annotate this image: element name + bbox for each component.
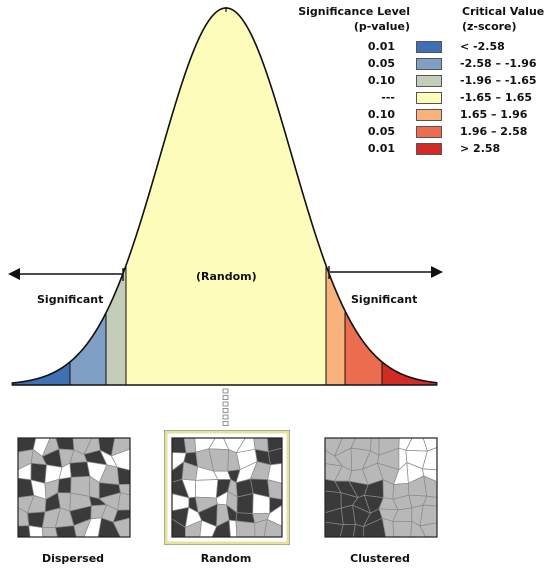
- legend-swatch: [416, 75, 442, 87]
- legend-p-value: ---: [381, 91, 395, 104]
- legend-p-value: 0.05: [367, 125, 395, 138]
- curve-region-3: [125, 7, 327, 386]
- legend-swatch: [416, 58, 442, 70]
- map-polygon: [57, 476, 72, 494]
- map-polygon: [28, 525, 44, 538]
- critical-header-line2: (z-score): [462, 20, 517, 33]
- curve-region-4: [325, 265, 346, 386]
- map-polygon: [352, 523, 364, 538]
- dotted-connector: [222, 388, 229, 426]
- legend-z-score: 1.96 – 2.58: [460, 125, 528, 138]
- thumbnail-border: [171, 437, 283, 538]
- significance-header-line2: (p-value): [353, 20, 410, 33]
- connector-dot: [222, 395, 229, 400]
- dispersed-pattern-thumbnail: [17, 437, 131, 538]
- clustered-caption: Clustered: [350, 552, 410, 565]
- map-polygon: [392, 520, 413, 538]
- significance-header: Significance Level (p-value): [286, 4, 410, 34]
- map-polygon: [171, 437, 187, 454]
- legend-p-value: 0.01: [367, 142, 395, 155]
- thumbnail-border: [17, 437, 131, 538]
- right-significant-label: Significant: [351, 293, 418, 306]
- legend-p-value: 0.10: [367, 108, 395, 121]
- connector-dot: [222, 421, 229, 426]
- selected-frame: [164, 430, 290, 545]
- map-polygon: [116, 466, 131, 485]
- connector-dot: [222, 401, 229, 407]
- legend-z-score: -2.58 – -1.96: [460, 57, 537, 70]
- connector-dot: [222, 408, 229, 413]
- legend-swatch: [416, 92, 442, 104]
- legend-z-score: -1.96 – -1.65: [460, 74, 537, 87]
- map-polygon: [419, 504, 438, 527]
- legend-z-score: -1.65 – 1.65: [460, 91, 533, 104]
- legend-swatch: [416, 143, 442, 155]
- critical-header-line1: Critical Value: [462, 5, 545, 18]
- left-significant-arrow: [8, 268, 124, 281]
- dispersed-caption: Dispersed: [41, 552, 105, 565]
- map-polygon: [228, 519, 238, 538]
- map-polygon: [252, 493, 271, 514]
- legend-swatch: [416, 109, 442, 121]
- connector-dot: [222, 414, 229, 420]
- map-polygon: [54, 525, 77, 538]
- bell-curve-outline: [11, 7, 438, 384]
- map-polygon: [183, 437, 197, 454]
- legend-p-value: 0.01: [367, 40, 395, 53]
- map-polygon: [55, 437, 75, 451]
- map-polygon: [267, 479, 283, 500]
- legend-swatch: [416, 126, 442, 138]
- critical-header: Critical Value (z-score): [462, 4, 544, 34]
- significance-header-line1: Significance Level: [298, 5, 410, 18]
- legend-p-value: 0.05: [367, 57, 395, 70]
- right-significant-arrow: [328, 266, 443, 279]
- map-polygon: [235, 520, 256, 538]
- left-significant-label: Significant: [37, 293, 104, 306]
- legend-p-value: 0.10: [367, 74, 395, 87]
- legend-z-score: 1.65 – 1.96: [460, 108, 528, 121]
- map-polygon: [41, 527, 58, 538]
- map-polygon: [17, 525, 31, 538]
- map-polygon: [69, 461, 91, 478]
- legend-z-score: > 2.58: [460, 142, 501, 155]
- connector-dot: [222, 388, 229, 394]
- random-pattern-thumbnail: [164, 430, 290, 545]
- thumbnail-border: [324, 437, 438, 538]
- clustered-pattern-thumbnail: [324, 437, 438, 538]
- curve-region-2: [105, 265, 127, 386]
- random-label: (Random): [196, 270, 257, 283]
- map-polygon: [236, 493, 254, 514]
- legend-z-score: < -2.58: [460, 40, 505, 53]
- legend-swatch: [416, 41, 442, 53]
- map-polygon: [195, 479, 219, 499]
- random-caption: Random: [200, 552, 252, 565]
